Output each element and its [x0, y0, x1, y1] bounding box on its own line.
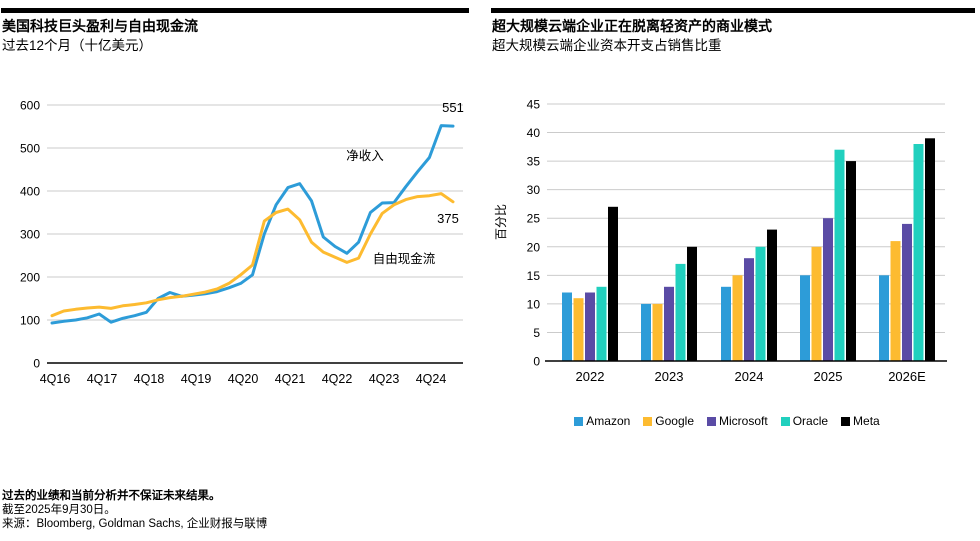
y-tick-label: 600 — [20, 99, 40, 113]
bar-amazon-2026e — [879, 275, 889, 361]
line-chart-subtitle: 过去12个月（十亿美元） — [2, 38, 153, 53]
y-tick-label: 300 — [20, 228, 40, 242]
x-tick-label: 2023 — [655, 369, 684, 384]
legend-item-amazon: Amazon — [574, 414, 630, 428]
legend-item-microsoft: Microsoft — [707, 414, 768, 428]
legend-label-oracle: Oracle — [792, 414, 829, 428]
bar-meta-2026e — [925, 138, 935, 361]
bar-oracle-2026e — [913, 144, 924, 361]
y-tick-label: 15 — [527, 269, 541, 283]
legend-label-microsoft: Microsoft — [719, 414, 768, 428]
legend-label-amazon: Amazon — [586, 414, 631, 428]
net-income-line — [50, 124, 455, 325]
x-tick-label: 2024 — [735, 369, 764, 384]
bar-meta-2025 — [846, 161, 856, 361]
right-panel-top-rule — [491, 8, 975, 13]
bar-microsoft-2024 — [744, 258, 754, 361]
y-tick-label: 500 — [20, 142, 40, 156]
y-tick-label: 10 — [527, 297, 541, 311]
bar-google-2024 — [732, 275, 743, 361]
bar-oracle-2024 — [755, 246, 766, 361]
x-tick-label: 4Q22 — [322, 372, 353, 386]
bar-meta-2022 — [608, 206, 618, 361]
footnote: 过去的业绩和当前分析并不保证未来结果。 截至2025年9月30日。 来源：Blo… — [2, 489, 267, 531]
left-panel-top-rule — [1, 8, 469, 13]
y-tick-label: 30 — [527, 183, 541, 197]
bar-google-2026e — [890, 241, 901, 361]
y-tick-label: 35 — [527, 155, 541, 169]
legend-swatch-meta — [841, 416, 851, 426]
bar-google-2022 — [573, 298, 584, 361]
x-tick-label: 4Q23 — [369, 372, 400, 386]
legend-swatch-oracle — [780, 416, 790, 426]
free-cash-flow-end-value: 375 — [437, 211, 459, 226]
bar-microsoft-2022 — [585, 292, 595, 361]
bar-meta-2023 — [687, 246, 697, 361]
free-cash-flow-series-label: 自由现金流 — [373, 251, 436, 266]
legend-swatch-microsoft — [707, 416, 716, 426]
footnote-disclaimer: 过去的业绩和当前分析并不保证未来结果。 — [2, 490, 221, 502]
x-tick-label: 2025 — [814, 369, 843, 384]
bar-google-2023 — [652, 303, 663, 361]
net-income-end-value: 551 — [442, 100, 464, 115]
y-tick-label: 200 — [20, 271, 40, 285]
bar-meta-2024 — [767, 229, 777, 361]
y-tick-label: 0 — [33, 357, 40, 371]
x-tick-label: 2026E — [888, 369, 926, 384]
bar-microsoft-2025 — [823, 218, 833, 361]
x-tick-label: 4Q19 — [181, 372, 212, 386]
bar-google-2025 — [811, 246, 822, 361]
x-tick-label: 4Q21 — [275, 372, 306, 386]
bar-amazon-2022 — [562, 292, 572, 361]
bar-oracle-2023 — [675, 263, 686, 361]
free-cash-flow-line — [50, 192, 455, 318]
footnote-source: 来源：Bloomberg, Goldman Sachs, 企业财报与联博 — [2, 518, 268, 530]
bar-amazon-2025 — [800, 275, 810, 361]
footnote-as-of: 截至2025年9月30日。 — [2, 504, 116, 516]
legend-item-google: Google — [643, 414, 694, 428]
legend-label-meta: Meta — [853, 414, 880, 428]
legend-swatch-amazon — [574, 416, 584, 426]
y-tick-label: 40 — [527, 126, 541, 140]
legend-swatch-google — [643, 416, 653, 426]
x-tick-label: 4Q20 — [228, 372, 259, 386]
y-tick-label: 5 — [533, 326, 540, 340]
bar-microsoft-2026e — [902, 223, 912, 361]
y-axis-title: 百分比 — [494, 204, 508, 240]
y-tick-label: 25 — [527, 212, 541, 226]
x-tick-label: 4Q18 — [134, 372, 165, 386]
x-tick-label: 4Q17 — [87, 372, 118, 386]
bar-chart-title: 超大规模云端企业正在脱离轻资产的商业模式 — [492, 18, 772, 34]
y-tick-label: 100 — [20, 314, 40, 328]
bar-chart-legend: Amazon Google Microsoft Oracle Meta — [490, 413, 964, 429]
bar-oracle-2025 — [834, 149, 845, 361]
line-chart-title: 美国科技巨头盈利与自由现金流 — [2, 18, 198, 34]
x-tick-label: 4Q24 — [416, 372, 447, 386]
net-income-series-label: 净收入 — [346, 149, 384, 163]
x-tick-label: 2022 — [576, 369, 605, 384]
x-tick-label: 4Q16 — [40, 372, 71, 386]
y-tick-label: 20 — [527, 240, 541, 254]
legend-label-google: Google — [655, 414, 694, 428]
bar-amazon-2024 — [721, 286, 731, 361]
line-chart: 0 100 200 300 400 500 600 4Q16 4Q17 4Q18 4Q19 4Q20 4… — [20, 99, 464, 387]
bar-amazon-2023 — [641, 303, 651, 361]
bar-chart-subtitle: 超大规模云端企业资本开支占销售比重 — [492, 38, 722, 53]
y-tick-label: 400 — [20, 185, 40, 199]
bar-oracle-2022 — [596, 286, 607, 361]
y-tick-label: 45 — [527, 98, 541, 112]
legend-item-meta: Meta — [841, 414, 880, 428]
y-tick-label: 0 — [533, 355, 540, 369]
legend-item-oracle: Oracle — [780, 414, 829, 428]
bar-microsoft-2023 — [664, 286, 674, 361]
